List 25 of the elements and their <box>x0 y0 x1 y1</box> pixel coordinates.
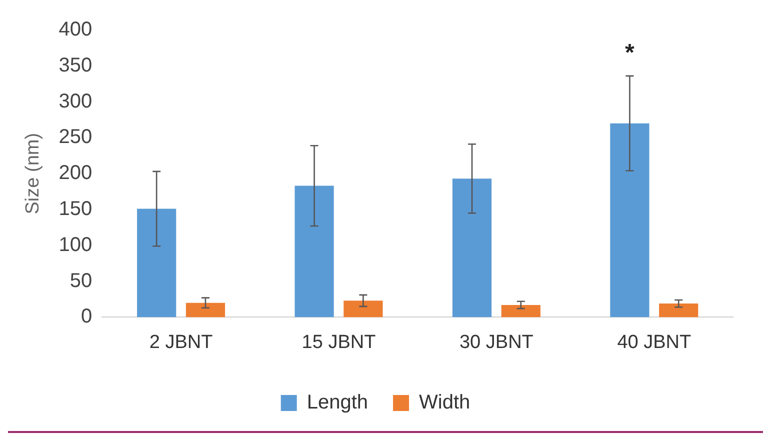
bar <box>659 304 698 318</box>
y-tick-label: 350 <box>58 54 92 76</box>
x-tick-label: 30 JBNT <box>459 332 534 353</box>
bar <box>186 302 226 318</box>
annotation: * <box>625 40 636 67</box>
x-tick-label: 15 JBNT <box>302 332 376 353</box>
y-tick-label: 100 <box>58 234 92 256</box>
y-tick-label: 50 <box>70 270 92 292</box>
y-tick-label: 300 <box>58 90 92 112</box>
legend-label: Width <box>419 392 470 414</box>
bar <box>344 300 383 318</box>
y-tick-label: 150 <box>58 198 92 220</box>
x-tick-label: 2 JBNT <box>149 332 214 353</box>
bar <box>452 178 492 318</box>
y-axis-title: Size (nm) <box>22 132 44 214</box>
y-tick-label: 400 <box>58 18 92 41</box>
bar <box>137 208 176 318</box>
bar <box>501 304 540 318</box>
y-tick-label: 250 <box>58 126 92 148</box>
y-tick-label: 0 <box>81 306 92 328</box>
bar <box>294 186 334 318</box>
y-tick-label: 200 <box>58 162 92 184</box>
bar <box>610 123 650 318</box>
x-tick-label: 40 JBNT <box>617 332 692 353</box>
legend-label: Length <box>306 392 368 414</box>
